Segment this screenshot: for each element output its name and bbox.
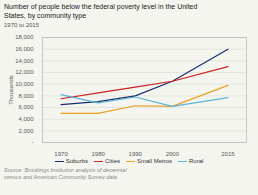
svg-text:2,000: 2,000 <box>18 128 34 134</box>
svg-text:2000: 2000 <box>166 151 180 156</box>
svg-text:Thousands: Thousands <box>8 75 14 105</box>
svg-text:4,000: 4,000 <box>18 116 34 122</box>
svg-text:8,000: 8,000 <box>18 93 34 99</box>
svg-text:2015: 2015 <box>221 151 235 156</box>
svg-text:1970: 1970 <box>54 151 68 156</box>
svg-text:12,000: 12,000 <box>15 69 34 75</box>
svg-text:16,000: 16,000 <box>15 46 34 52</box>
html-text:Rural: Rural <box>189 158 204 164</box>
html-text:Cities: Cities <box>105 158 120 164</box>
html-text:1970 to 2015: 1970 to 2015 <box>4 22 39 28</box>
svg-text:10,000: 10,000 <box>15 81 34 87</box>
html-text:Small Metros: Small Metros <box>137 158 172 164</box>
svg-text:1980: 1980 <box>91 151 105 156</box>
svg-text:6,000: 6,000 <box>18 104 34 110</box>
html-text:Number of people below the fed: Number of people below the federal pover… <box>4 3 198 19</box>
html-text:Suburbs: Suburbs <box>65 158 88 164</box>
svg-text:-: - <box>32 139 34 145</box>
html-text:Source: Brookings Institution: Source: Brookings Institution analysis o… <box>4 167 127 180</box>
svg-text:14,000: 14,000 <box>15 58 34 64</box>
svg-text:1990: 1990 <box>129 151 143 156</box>
svg-text:18,000: 18,000 <box>15 34 34 40</box>
